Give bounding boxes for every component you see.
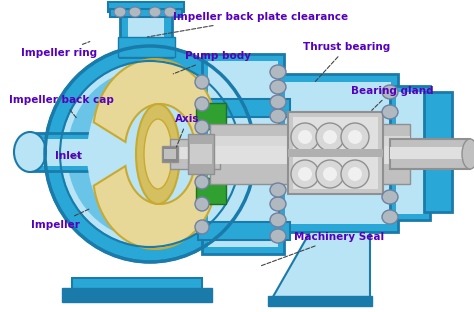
Bar <box>120 5 172 57</box>
Bar <box>210 124 410 184</box>
Ellipse shape <box>382 190 398 204</box>
Ellipse shape <box>87 66 223 242</box>
Bar <box>210 142 410 164</box>
Text: Pump body: Pump body <box>173 51 251 74</box>
Bar <box>162 146 178 162</box>
Ellipse shape <box>67 68 233 240</box>
Ellipse shape <box>270 197 286 211</box>
Bar <box>170 147 220 159</box>
Bar <box>190 144 212 164</box>
Bar <box>390 139 470 169</box>
Ellipse shape <box>45 46 255 262</box>
Text: Impeller ring: Impeller ring <box>21 41 98 58</box>
Ellipse shape <box>144 119 172 189</box>
Bar <box>198 222 290 240</box>
Text: Impeller back cap: Impeller back cap <box>9 95 114 118</box>
Bar <box>196 178 226 204</box>
Text: Impeller back plate clearance: Impeller back plate clearance <box>147 12 348 37</box>
Ellipse shape <box>195 120 209 134</box>
Ellipse shape <box>129 7 141 17</box>
Ellipse shape <box>195 75 209 89</box>
Ellipse shape <box>114 7 126 17</box>
Text: Axis: Axis <box>175 114 200 147</box>
Bar <box>30 139 100 166</box>
Ellipse shape <box>341 123 369 151</box>
Bar <box>62 288 212 302</box>
Ellipse shape <box>195 197 209 211</box>
Ellipse shape <box>14 132 46 172</box>
Bar <box>390 147 470 159</box>
Ellipse shape <box>61 62 239 246</box>
Ellipse shape <box>298 130 312 144</box>
Ellipse shape <box>348 130 362 144</box>
Bar <box>278 74 398 232</box>
Polygon shape <box>94 59 216 142</box>
Ellipse shape <box>195 220 209 234</box>
Ellipse shape <box>195 175 209 189</box>
Bar <box>164 149 176 159</box>
Ellipse shape <box>316 160 344 188</box>
Ellipse shape <box>382 85 398 99</box>
Bar <box>128 5 164 57</box>
Ellipse shape <box>462 139 474 169</box>
Ellipse shape <box>136 104 180 204</box>
Text: Inlet: Inlet <box>55 151 82 161</box>
Polygon shape <box>270 232 370 302</box>
Ellipse shape <box>341 160 369 188</box>
Ellipse shape <box>382 105 398 119</box>
Bar <box>390 86 430 220</box>
Bar <box>293 117 378 189</box>
Ellipse shape <box>270 109 286 123</box>
Bar <box>268 296 372 306</box>
Ellipse shape <box>164 7 176 17</box>
Ellipse shape <box>323 167 337 181</box>
Bar <box>110 9 182 17</box>
Ellipse shape <box>323 130 337 144</box>
Text: Impeller: Impeller <box>31 209 90 230</box>
Ellipse shape <box>270 65 286 79</box>
Bar <box>396 92 424 214</box>
Bar <box>188 134 214 174</box>
Bar <box>202 54 284 254</box>
Bar <box>72 278 202 292</box>
Ellipse shape <box>291 123 319 151</box>
Bar <box>208 61 278 247</box>
Bar <box>210 136 410 146</box>
Ellipse shape <box>270 213 286 227</box>
Polygon shape <box>118 37 175 57</box>
Ellipse shape <box>291 160 319 188</box>
Ellipse shape <box>149 7 161 17</box>
Ellipse shape <box>382 210 398 224</box>
Bar <box>424 92 452 212</box>
Ellipse shape <box>270 229 286 243</box>
Bar <box>170 139 220 169</box>
Ellipse shape <box>316 123 344 151</box>
Ellipse shape <box>298 167 312 181</box>
Bar <box>288 149 383 157</box>
Bar <box>288 112 383 194</box>
Polygon shape <box>94 166 216 249</box>
Text: Bearing gland: Bearing gland <box>351 85 433 110</box>
Bar <box>196 103 226 129</box>
Ellipse shape <box>348 167 362 181</box>
Ellipse shape <box>270 80 286 94</box>
Bar <box>285 82 391 224</box>
Bar <box>198 99 290 117</box>
Bar <box>30 133 100 171</box>
Ellipse shape <box>270 183 286 197</box>
Text: Machinery Seal: Machinery Seal <box>261 232 384 266</box>
Bar <box>108 2 184 12</box>
Ellipse shape <box>195 97 209 111</box>
Ellipse shape <box>270 95 286 109</box>
Text: Thrust bearing: Thrust bearing <box>303 42 391 82</box>
